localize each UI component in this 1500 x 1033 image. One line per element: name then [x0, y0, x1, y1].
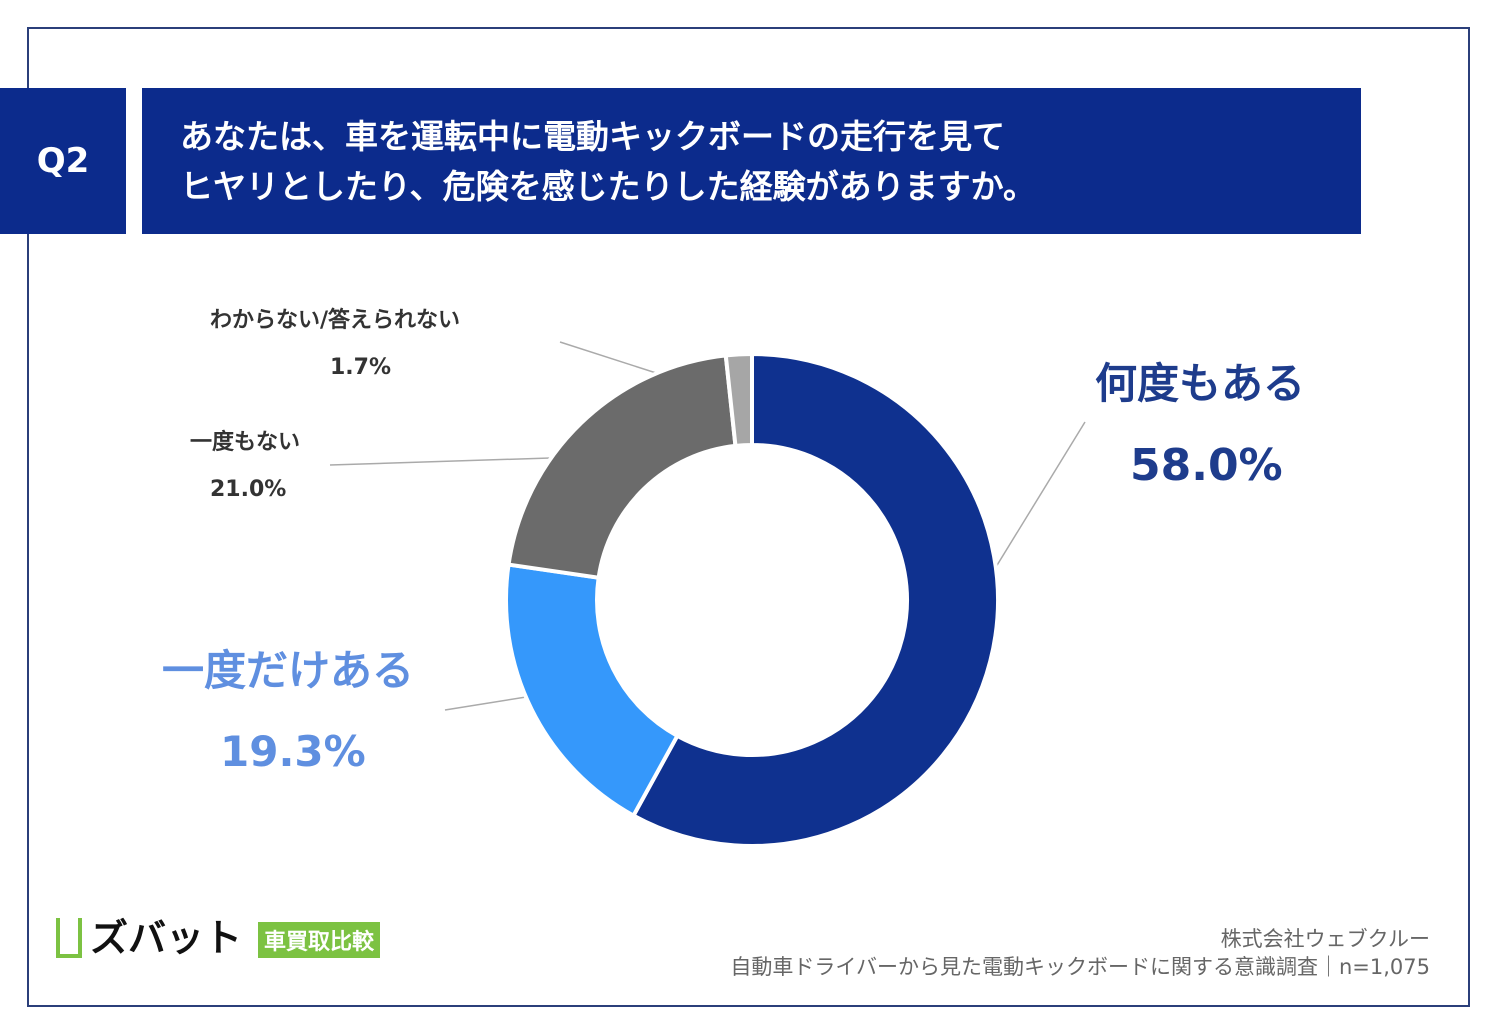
value-unknown: 1.7% — [330, 355, 392, 380]
label-never: 一度もない — [190, 430, 301, 455]
donut-slice-4 — [723, 351, 754, 449]
value-never: 21.0% — [210, 477, 287, 502]
footer-company: 株式会社ウェブクルー — [1220, 927, 1430, 951]
value-once: 19.3% — [220, 727, 366, 776]
logo-text: ズバット — [90, 916, 243, 960]
donut-slice-1 — [630, 351, 1000, 848]
question-number: Q2 — [0, 88, 126, 234]
zubat-logo: ズバット 車買取比較 — [56, 916, 381, 960]
logo-mark-icon — [56, 918, 82, 958]
footer-survey: 自動車ドライバーから見た電動キックボードに関する意識調査｜n=1,075 — [730, 955, 1430, 979]
title-line-2: ヒヤリとしたり、危険を感じたりした経験がありますか。 — [180, 167, 1037, 206]
label-unknown: わからない/答えられない — [210, 308, 461, 333]
donut-slice-3 — [506, 353, 738, 580]
donut-slice-2 — [504, 562, 681, 819]
title-line-1: あなたは、車を運転中に電動キックボードの走行を見て — [180, 117, 1005, 156]
value-many-times: 58.0% — [1130, 440, 1283, 491]
label-many-times: 何度もある — [1095, 359, 1306, 408]
logo-badge: 車買取比較 — [258, 922, 381, 958]
question-title: あなたは、車を運転中に電動キックボードの走行を見て ヒヤリとしたり、危険を感じた… — [142, 88, 1361, 234]
label-once: 一度だけある — [162, 646, 415, 695]
slide-frame — [27, 27, 1470, 1007]
